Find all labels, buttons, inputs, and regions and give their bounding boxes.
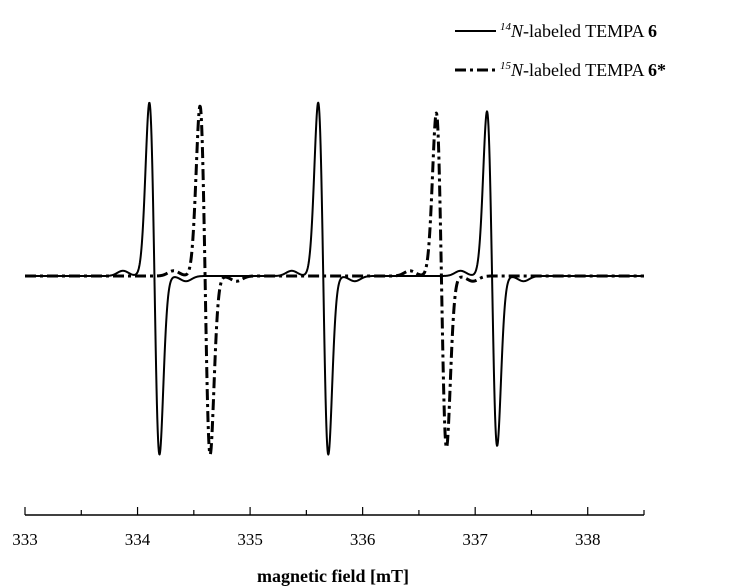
x-axis-title: magnetic field [mT] [257, 566, 409, 586]
spectrum-series [23, 101, 646, 456]
x-tick-label: 338 [575, 530, 601, 549]
series-15n-line [23, 104, 646, 456]
legend-label-15n: 15N-labeled TEMPA 6* [500, 60, 666, 80]
x-axis: 333 334 335 336 337 338 [12, 507, 645, 549]
x-tick-label: 336 [350, 530, 376, 549]
legend: 14N-labeled TEMPA 6 15N-labeled TEMPA 6* [455, 21, 666, 80]
x-tick-label: 335 [237, 530, 263, 549]
legend-label-14n: 14N-labeled TEMPA 6 [500, 21, 657, 41]
x-tick-label: 337 [462, 530, 488, 549]
series-14n-line [24, 101, 645, 456]
x-tick-label: 334 [125, 530, 151, 549]
x-tick-label: 333 [12, 530, 38, 549]
